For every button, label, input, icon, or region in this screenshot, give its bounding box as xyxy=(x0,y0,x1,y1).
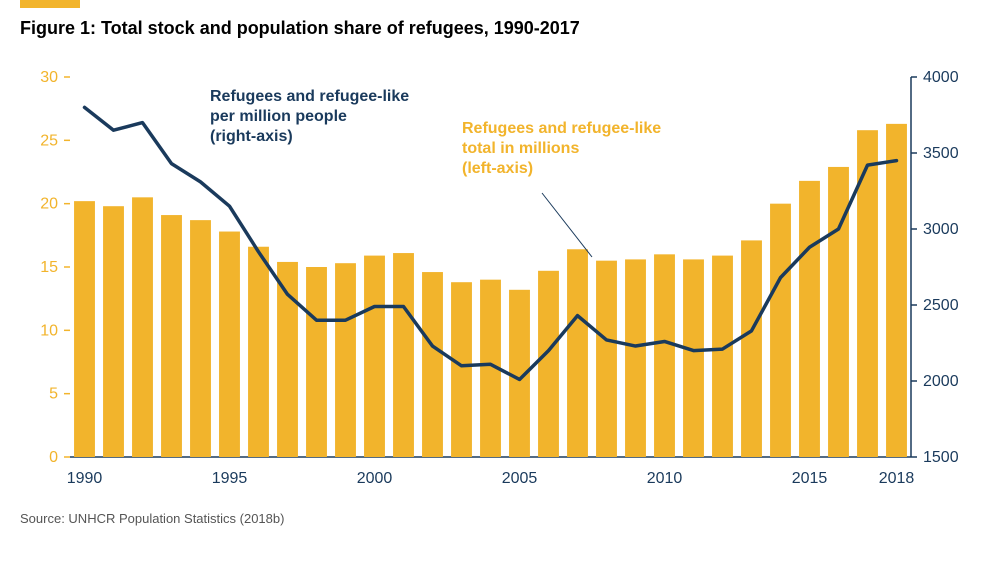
svg-text:1500: 1500 xyxy=(923,449,959,466)
bar-annotation: Refugees and refugee-like total in millio… xyxy=(462,120,661,177)
svg-text:2018: 2018 xyxy=(879,470,915,487)
svg-text:Refugees and refugee-like: Refugees and refugee-like xyxy=(210,88,409,105)
svg-text:20: 20 xyxy=(40,196,58,213)
bar xyxy=(103,206,124,457)
bar xyxy=(683,259,704,457)
bar xyxy=(132,197,153,457)
bar xyxy=(161,215,182,457)
bar xyxy=(335,263,356,457)
svg-text:10: 10 xyxy=(40,322,58,339)
bar xyxy=(190,220,211,457)
bar xyxy=(248,247,269,457)
svg-text:15: 15 xyxy=(40,259,58,276)
svg-text:25: 25 xyxy=(40,132,58,149)
bar xyxy=(567,249,588,457)
bar xyxy=(712,256,733,457)
bar xyxy=(799,181,820,457)
chart-title: Figure 1: Total stock and population sha… xyxy=(20,18,971,39)
bar xyxy=(277,262,298,457)
bar xyxy=(219,232,240,457)
line-annotation: Refugees and refugee-like per million peo… xyxy=(210,88,409,145)
bar xyxy=(770,204,791,457)
bar xyxy=(654,254,675,457)
svg-text:1990: 1990 xyxy=(67,470,103,487)
chart-svg: 0 5 10 15 20 25 30 1500 2000 2500 3000 3500 4000 1990… xyxy=(20,57,971,497)
svg-text:2010: 2010 xyxy=(647,470,683,487)
accent-bar xyxy=(20,0,80,8)
bar xyxy=(625,259,646,457)
svg-text:2500: 2500 xyxy=(923,297,959,314)
svg-text:(right-axis): (right-axis) xyxy=(210,128,293,145)
svg-text:1995: 1995 xyxy=(212,470,248,487)
bar xyxy=(451,282,472,457)
svg-text:0: 0 xyxy=(49,449,58,466)
bar xyxy=(596,261,617,457)
source-note: Source: UNHCR Population Statistics (201… xyxy=(20,511,971,526)
svg-text:4000: 4000 xyxy=(923,69,959,86)
svg-text:5: 5 xyxy=(49,386,58,403)
bar xyxy=(538,271,559,457)
svg-text:2000: 2000 xyxy=(923,373,959,390)
svg-text:(left-axis): (left-axis) xyxy=(462,160,533,177)
svg-text:Refugees and refugee-like: Refugees and refugee-like xyxy=(462,120,661,137)
svg-text:2005: 2005 xyxy=(502,470,538,487)
bar xyxy=(306,267,327,457)
bar xyxy=(393,253,414,457)
chart-figure: Figure 1: Total stock and population sha… xyxy=(20,0,971,526)
svg-text:3500: 3500 xyxy=(923,145,959,162)
svg-text:30: 30 xyxy=(40,69,58,86)
svg-text:2000: 2000 xyxy=(357,470,393,487)
bar xyxy=(741,240,762,457)
bar xyxy=(74,201,95,457)
svg-text:total in millions: total in millions xyxy=(462,140,579,157)
svg-text:2015: 2015 xyxy=(792,470,828,487)
bar xyxy=(886,124,907,457)
bar xyxy=(364,256,385,457)
svg-text:3000: 3000 xyxy=(923,221,959,238)
svg-text:per million people: per million people xyxy=(210,108,347,125)
bar xyxy=(422,272,443,457)
